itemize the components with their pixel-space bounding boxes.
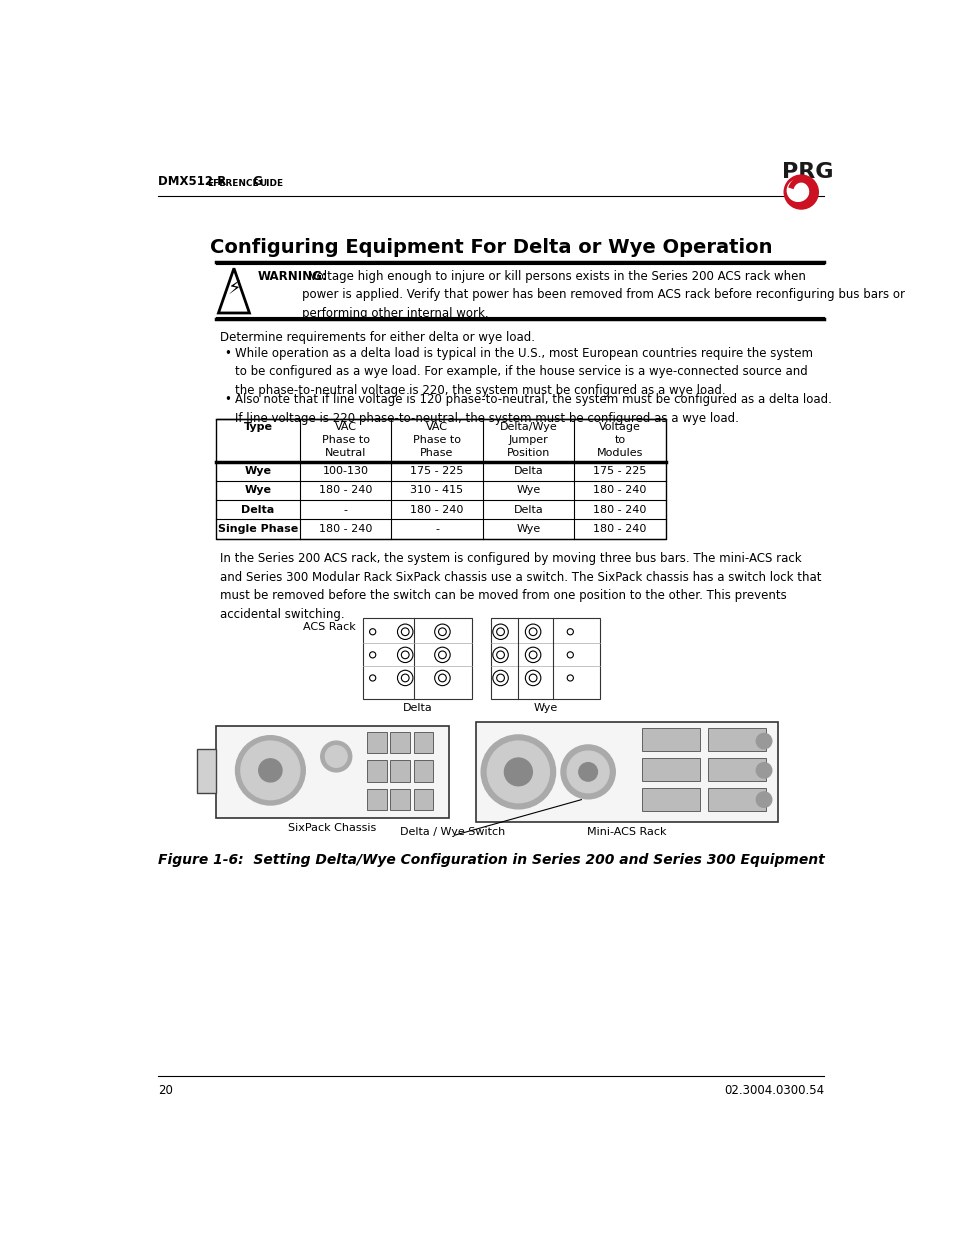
Text: 180 - 240: 180 - 240 [318,524,372,534]
Text: PRG: PRG [781,162,833,182]
Text: While operation as a delta load is typical in the U.S., most European countries : While operation as a delta load is typic… [235,347,813,396]
Text: 02.3004.0300.54: 02.3004.0300.54 [723,1084,823,1097]
Text: VAC
Phase to
Neutral: VAC Phase to Neutral [321,422,369,458]
Text: Wye: Wye [244,467,272,477]
Bar [367,732,386,753]
Text: Delta/Wye
Jumper
Position: Delta/Wye Jumper Position [499,422,557,458]
Text: Delta: Delta [513,505,543,515]
Bar [216,419,665,538]
Polygon shape [218,268,249,312]
Text: Configuring Equipment For Delta or Wye Operation: Configuring Equipment For Delta or Wye O… [210,237,772,257]
Circle shape [756,734,771,748]
Circle shape [786,180,808,201]
Bar [414,732,433,753]
Circle shape [235,736,305,805]
Circle shape [567,751,608,793]
Text: Wye: Wye [516,524,540,534]
Circle shape [258,758,282,782]
Text: Type: Type [243,422,273,432]
Text: -: - [343,505,347,515]
Bar [390,761,410,782]
Text: 310 - 415: 310 - 415 [410,485,463,495]
Bar [216,726,448,818]
Text: 175 - 225: 175 - 225 [410,467,463,477]
Bar [196,748,216,793]
Text: Wye: Wye [244,485,272,495]
Circle shape [783,175,818,209]
Circle shape [504,758,532,785]
Circle shape [756,792,771,808]
Text: In the Series 200 ACS rack, the system is configured by moving three bus bars. T: In the Series 200 ACS rack, the system i… [220,552,821,621]
Text: VAC
Phase to
Phase: VAC Phase to Phase [413,422,460,458]
Bar [367,789,386,810]
Circle shape [487,741,549,803]
Bar [390,732,410,753]
Text: 180 - 240: 180 - 240 [593,524,646,534]
Text: Determine requirements for either delta or wye load.: Determine requirements for either delta … [220,331,535,343]
Text: 175 - 225: 175 - 225 [593,467,646,477]
Bar [414,789,433,810]
Bar [414,761,433,782]
Text: 180 - 240: 180 - 240 [318,485,372,495]
Text: Figure 1-6:  Setting Delta/Wye Configuration in Series 200 and Series 300 Equipm: Figure 1-6: Setting Delta/Wye Configurat… [157,852,823,867]
Text: SixPack Chassis: SixPack Chassis [288,823,376,832]
Circle shape [560,745,615,799]
Bar [707,727,765,751]
Text: 20: 20 [158,1084,172,1097]
Text: -: - [435,524,438,534]
Text: Delta: Delta [513,467,543,477]
Text: Also note that if line voltage is 120 phase-to-neutral, the system must be confi: Also note that if line voltage is 120 ph… [235,393,832,425]
Text: WARNING:: WARNING: [257,270,327,283]
Bar [363,618,472,699]
Text: •: • [224,393,231,406]
Text: G: G [249,175,263,188]
Text: Wye: Wye [516,485,540,495]
Text: Delta: Delta [241,505,274,515]
Text: ⚡: ⚡ [227,279,240,299]
Bar [390,789,410,810]
Text: 180 - 240: 180 - 240 [593,505,646,515]
Text: Voltage
to
Modules: Voltage to Modules [596,422,642,458]
Bar [641,727,700,751]
Text: Wye: Wye [533,704,558,714]
Circle shape [325,746,347,767]
Text: ACS Rack: ACS Rack [302,621,355,632]
Bar [641,758,700,782]
Circle shape [793,184,805,196]
Bar [707,788,765,811]
Bar [367,761,386,782]
Text: Delta / Wye Switch: Delta / Wye Switch [399,826,504,836]
Bar [491,618,599,699]
Circle shape [320,741,352,772]
Text: EFERENCE: EFERENCE [208,179,259,188]
Text: 180 - 240: 180 - 240 [410,505,463,515]
Text: 100-130: 100-130 [322,467,368,477]
Text: Voltage high enough to injure or kill persons exists in the Series 200 ACS rack : Voltage high enough to injure or kill pe… [302,270,904,320]
Bar [707,758,765,782]
Circle shape [241,741,299,799]
Circle shape [578,763,597,782]
Text: •: • [224,347,231,359]
Text: Single Phase: Single Phase [217,524,297,534]
Bar [476,721,778,823]
Text: 180 - 240: 180 - 240 [593,485,646,495]
Text: UIDE: UIDE [258,179,283,188]
Circle shape [480,735,555,809]
Text: Mini-ACS Rack: Mini-ACS Rack [586,826,666,836]
Text: Delta: Delta [402,704,432,714]
Text: DMX512 R: DMX512 R [158,175,226,188]
Circle shape [756,763,771,778]
Bar [641,788,700,811]
